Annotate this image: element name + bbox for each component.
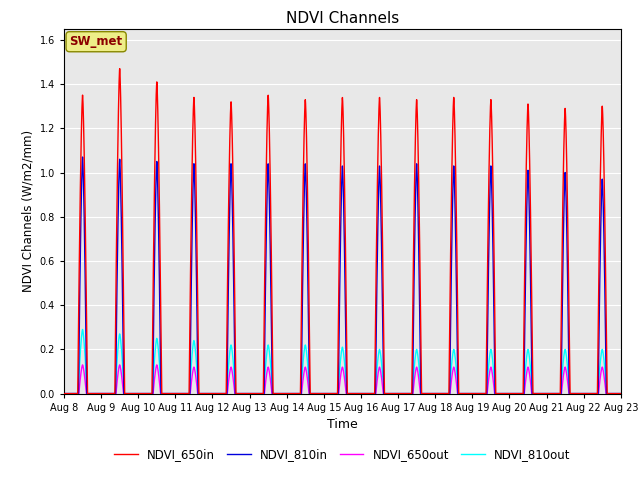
NDVI_810in xyxy=(173,391,181,396)
NDVI_810out xyxy=(499,391,506,396)
Y-axis label: NDVI Channels (W/m2/mm): NDVI Channels (W/m2/mm) xyxy=(21,130,34,292)
NDVI_650out xyxy=(615,391,623,396)
Line: NDVI_810in: NDVI_810in xyxy=(64,157,621,394)
NDVI_810out xyxy=(79,326,86,332)
NDVI_650in xyxy=(617,391,625,396)
NDVI_810in xyxy=(179,391,187,396)
NDVI_650in xyxy=(419,391,427,396)
NDVI_650in xyxy=(60,391,68,396)
X-axis label: Time: Time xyxy=(327,418,358,431)
NDVI_810in xyxy=(60,391,68,396)
Line: NDVI_650in: NDVI_650in xyxy=(64,69,621,394)
NDVI_810in xyxy=(269,391,276,396)
NDVI_810in xyxy=(617,391,625,396)
NDVI_810in xyxy=(79,154,86,160)
NDVI_650out xyxy=(60,391,68,396)
NDVI_810out xyxy=(617,391,625,396)
NDVI_650in xyxy=(116,66,124,72)
NDVI_810out xyxy=(179,391,187,396)
NDVI_810out xyxy=(269,389,276,395)
NDVI_650in xyxy=(499,391,506,396)
Line: NDVI_810out: NDVI_810out xyxy=(64,329,621,394)
NDVI_810in xyxy=(615,391,623,396)
NDVI_650in xyxy=(615,391,623,396)
NDVI_650out xyxy=(499,391,506,396)
NDVI_810out xyxy=(419,391,427,396)
NDVI_650out xyxy=(419,391,427,396)
NDVI_650out xyxy=(179,391,187,396)
Title: NDVI Channels: NDVI Channels xyxy=(286,11,399,26)
Text: SW_met: SW_met xyxy=(70,35,123,48)
NDVI_650out xyxy=(173,391,181,396)
NDVI_650in xyxy=(179,391,187,396)
NDVI_810in xyxy=(499,391,506,396)
NDVI_810out xyxy=(60,391,68,396)
NDVI_810in xyxy=(419,391,427,396)
NDVI_810out xyxy=(173,391,181,396)
NDVI_650in xyxy=(173,391,181,396)
NDVI_650in xyxy=(269,346,276,352)
Line: NDVI_650out: NDVI_650out xyxy=(64,365,621,394)
NDVI_650out xyxy=(79,362,86,368)
NDVI_650out xyxy=(617,391,625,396)
NDVI_810out xyxy=(615,391,623,396)
NDVI_650out xyxy=(269,391,276,396)
Legend: NDVI_650in, NDVI_810in, NDVI_650out, NDVI_810out: NDVI_650in, NDVI_810in, NDVI_650out, NDV… xyxy=(109,443,575,466)
